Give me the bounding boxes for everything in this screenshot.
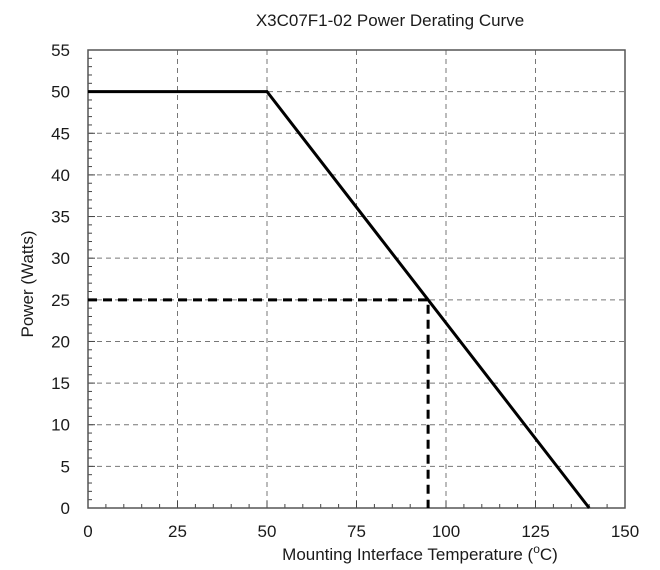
x-axis-title-unit: C) [540,545,558,564]
y-tick-label: 10 [51,416,70,435]
series [88,90,591,509]
reference-lines [88,298,430,508]
y-tick-label: 45 [51,124,70,143]
y-tick-label: 15 [51,374,70,393]
y-tick-label: 25 [51,291,70,310]
x-axis-title-sup: o [533,542,540,556]
y-tick-label: 35 [51,208,70,227]
x-tick-label: 75 [347,522,366,541]
reference-dashed-line [88,298,430,508]
x-tick-label: 25 [168,522,187,541]
y-tick-label: 50 [51,83,70,102]
y-tick-label: 0 [61,499,70,518]
chart-title: X3C07F1-02 Power Derating Curve [256,11,524,30]
y-axis-title: Power (Watts) [18,230,37,337]
grid [88,50,625,508]
y-tick-label: 30 [51,249,70,268]
x-tick-label: 125 [521,522,549,541]
y-tick-label: 20 [51,332,70,351]
plot-frame [87,49,626,509]
derating-curve [88,90,591,509]
y-tick-label: 40 [51,166,70,185]
x-tick-label: 150 [611,522,639,541]
x-axis-title-main: Mounting Interface Temperature ( [282,545,533,564]
x-tick-label: 50 [258,522,277,541]
x-tick-label: 0 [83,522,92,541]
y-tick-label: 5 [61,457,70,476]
y-tick-labels: 0 5 10 15 20 25 30 35 40 45 50 55 [51,41,70,518]
x-tick-labels: 0 25 50 75 100 125 150 [83,522,639,541]
x-tick-label: 100 [432,522,460,541]
x-axis-title: Mounting Interface Temperature (oC) [282,542,558,564]
y-tick-label: 55 [51,41,70,60]
